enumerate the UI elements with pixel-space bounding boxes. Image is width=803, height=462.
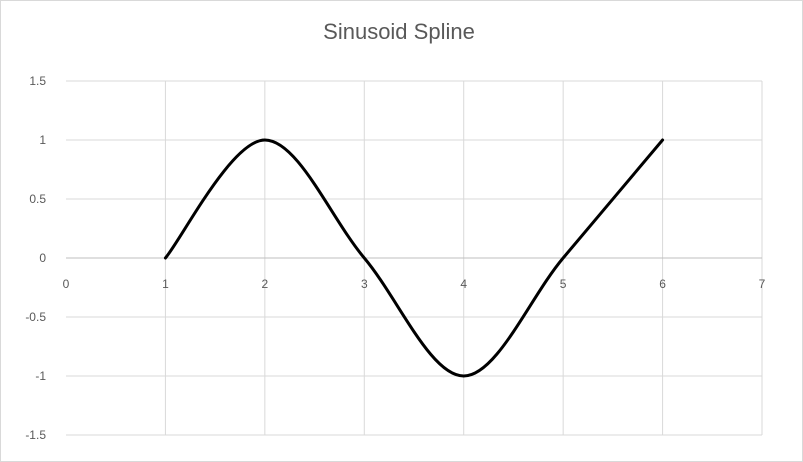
y-tick-label: 1.5 [29, 74, 46, 88]
y-tick-label: -0.5 [25, 310, 46, 324]
x-tick-label: 6 [659, 277, 666, 291]
y-tick-label: 0 [39, 251, 46, 265]
x-tick-label: 7 [759, 277, 766, 291]
x-tick-label: 4 [460, 277, 467, 291]
x-tick-label: 1 [162, 277, 169, 291]
x-tick-label: 0 [63, 277, 70, 291]
series-line [163, 138, 665, 378]
y-tick-labels: 1.5 1 0.5 0 -0.5 -1 -1.5 [25, 74, 46, 442]
x-tick-labels: 0 1 2 3 4 5 6 7 [63, 277, 766, 291]
y-tick-label: -1.5 [25, 428, 46, 442]
x-tick-label: 2 [262, 277, 269, 291]
x-tick-label: 5 [560, 277, 567, 291]
y-tick-label: 1 [39, 133, 46, 147]
y-tick-label: -1 [35, 369, 46, 383]
chart-title: Sinusoid Spline [323, 19, 475, 44]
y-tick-label: 0.5 [29, 192, 46, 206]
series-layer [163, 138, 665, 378]
x-tick-label: 3 [361, 277, 368, 291]
